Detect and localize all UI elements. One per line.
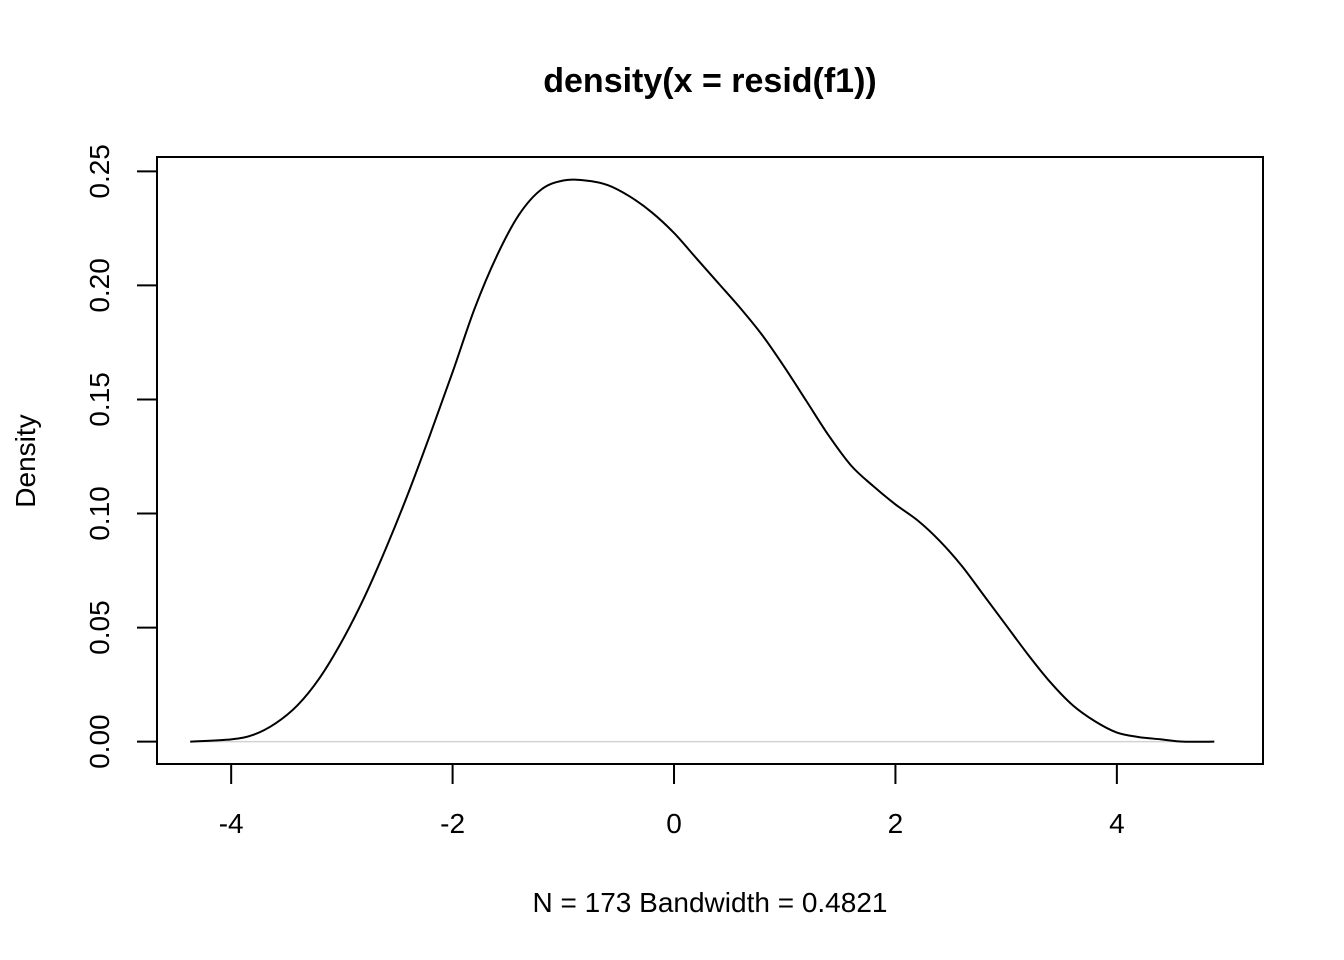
- x-tick-label: 0: [666, 808, 682, 839]
- y-tick-label: 0.20: [84, 258, 115, 313]
- chart-title: density(x = resid(f1)): [543, 62, 876, 100]
- y-tick-label: 0.00: [84, 714, 115, 769]
- y-tick-label: 0.05: [84, 600, 115, 655]
- x-axis-label: N = 173 Bandwidth = 0.4821: [533, 887, 888, 918]
- y-tick-label: 0.25: [84, 144, 115, 199]
- y-tick-label: 0.10: [84, 486, 115, 541]
- y-axis: 0.00 0.05 0.10 0.15 0.20 0.25: [84, 144, 158, 769]
- x-axis: -4 -2 0 2 4: [219, 763, 1125, 839]
- x-tick-label: 4: [1109, 808, 1125, 839]
- x-tick-label: -4: [219, 808, 244, 839]
- density-curve: [190, 178, 1215, 743]
- x-tick-label: 2: [888, 808, 904, 839]
- y-axis-label: Density: [10, 414, 41, 507]
- y-tick-label: 0.15: [84, 372, 115, 427]
- x-tick-label: -2: [440, 808, 465, 839]
